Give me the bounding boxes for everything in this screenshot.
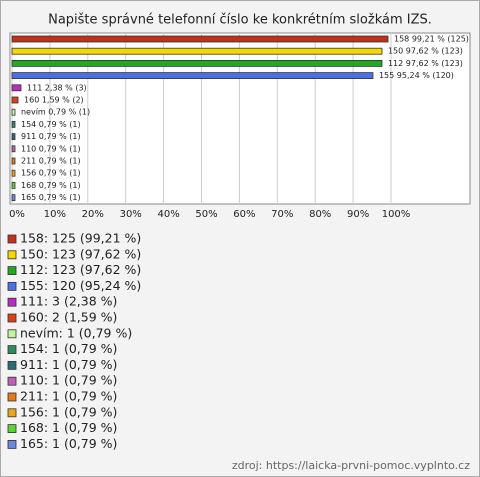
legend-swatch xyxy=(7,234,17,244)
legend-label: 160: 2 (1,59 %) xyxy=(20,310,117,325)
legend-label: 156: 1 (0,79 %) xyxy=(20,404,117,419)
legend-swatch xyxy=(7,360,17,370)
x-tick-label: 100% xyxy=(382,209,411,220)
legend-swatch xyxy=(7,297,17,307)
x-tick-label: 40% xyxy=(157,209,179,220)
legend-swatch xyxy=(7,313,17,323)
legend-swatch xyxy=(7,376,17,386)
chart-title: Napište správné telefonní číslo ke konkr… xyxy=(48,13,432,28)
legend-swatch xyxy=(7,266,17,276)
value-label: 160 1,59 % (2) xyxy=(24,96,84,105)
legend-swatch xyxy=(7,439,17,449)
bar xyxy=(11,96,19,104)
legend-label: 110: 1 (0,79 %) xyxy=(20,373,117,388)
bar xyxy=(11,181,16,189)
legend-swatch xyxy=(7,281,17,291)
bar xyxy=(11,84,22,92)
legend-label: 158: 125 (99,21 %) xyxy=(20,231,141,246)
bar xyxy=(11,47,383,55)
x-tick-label: 10% xyxy=(44,209,66,220)
bar xyxy=(11,108,16,116)
legend-label: 154: 1 (0,79 %) xyxy=(20,341,117,356)
bar xyxy=(11,133,16,141)
x-tick-label: 0% xyxy=(9,209,25,220)
legend-label: 165: 1 (0,79 %) xyxy=(20,436,117,451)
bar xyxy=(11,121,16,128)
value-label: 110 0,79 % (1) xyxy=(21,144,81,153)
legend-label: nevím: 1 (0,79 %) xyxy=(20,325,132,340)
legend-swatch xyxy=(7,329,17,339)
source: zdroj: https://laicka-prvni-pomoc.vyplnt… xyxy=(232,459,470,472)
legend-swatch xyxy=(7,408,17,418)
x-tick-label: 50% xyxy=(195,209,217,220)
value-label: 112 97,62 % (123) xyxy=(388,59,463,68)
bar xyxy=(11,35,389,43)
value-label: 911 0,79 % (1) xyxy=(21,132,81,141)
value-label: nevím 0,79 % (1) xyxy=(21,108,90,117)
legend-swatch xyxy=(7,392,17,402)
bar xyxy=(11,169,16,177)
value-label: 211 0,79 % (1) xyxy=(21,157,81,166)
x-tick-label: 30% xyxy=(120,209,142,220)
value-label: 158 99,21 % (125) xyxy=(394,35,469,44)
legend-label: 150: 123 (97,62 %) xyxy=(20,246,141,261)
legend-label: 112: 123 (97,62 %) xyxy=(20,262,141,277)
legend-label: 168: 1 (0,79 %) xyxy=(20,420,117,435)
x-tick-label: 70% xyxy=(271,209,293,220)
legend-swatch xyxy=(7,345,17,355)
value-label: 155 95,24 % (120) xyxy=(379,71,454,80)
bar xyxy=(11,72,374,79)
x-tick-label: 80% xyxy=(309,209,331,220)
bar xyxy=(11,157,16,165)
value-label: 154 0,79 % (1) xyxy=(21,120,81,129)
legend-swatch xyxy=(7,250,17,260)
legend-swatch xyxy=(7,424,17,434)
legend-label: 911: 1 (0,79 %) xyxy=(20,357,117,372)
bar xyxy=(11,145,16,153)
x-tick-label: 60% xyxy=(233,209,255,220)
x-tick-label: 90% xyxy=(347,209,369,220)
legend-label: 111: 3 (2,38 %) xyxy=(20,294,117,309)
value-label: 111 2,38 % (3) xyxy=(27,83,87,92)
legend-label: 155: 120 (95,24 %) xyxy=(20,278,141,293)
bar xyxy=(11,194,16,202)
value-label: 156 0,79 % (1) xyxy=(21,169,81,178)
value-label: 165 0,79 % (1) xyxy=(21,193,81,202)
x-tick-label: 20% xyxy=(82,209,104,220)
value-label: 150 97,62 % (123) xyxy=(388,47,463,56)
legend-label: 211: 1 (0,79 %) xyxy=(20,389,117,404)
value-label: 168 0,79 % (1) xyxy=(21,181,81,190)
bar xyxy=(11,60,383,67)
